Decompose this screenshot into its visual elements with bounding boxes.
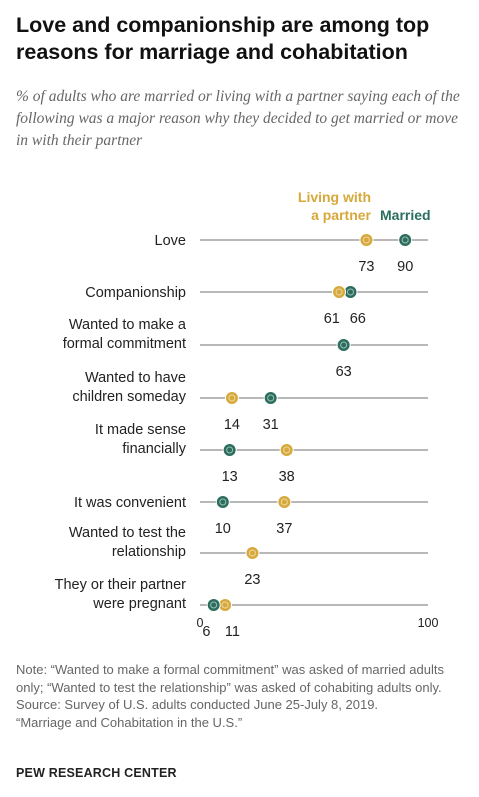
note-text: Note: “Wanted to make a formal commitmen… bbox=[16, 662, 444, 695]
living-dot bbox=[224, 391, 239, 405]
living-value-label: 14 bbox=[224, 417, 240, 433]
living-value-label: 38 bbox=[279, 469, 295, 485]
chart-notes: Note: “Wanted to make a formal commitmen… bbox=[16, 661, 471, 731]
married-value-label: 10 bbox=[215, 521, 231, 537]
category-label: It was convenient bbox=[74, 495, 186, 511]
category-label: They or their partner bbox=[55, 577, 187, 593]
married-dot bbox=[215, 495, 230, 509]
legend-living-label: a partner bbox=[311, 207, 371, 223]
living-value-label: 73 bbox=[358, 259, 374, 275]
living-dot bbox=[277, 495, 292, 509]
category-label: were pregnant bbox=[92, 596, 186, 612]
x-tick-label: 100 bbox=[418, 616, 439, 630]
married-dot bbox=[222, 443, 237, 457]
x-tick-label: 0 bbox=[197, 616, 204, 630]
category-label: Companionship bbox=[85, 285, 186, 301]
married-value-label: 13 bbox=[222, 469, 238, 485]
legend-living-label: Living with bbox=[298, 189, 371, 205]
living-value-label: 23 bbox=[244, 572, 260, 588]
married-value-label: 66 bbox=[350, 311, 366, 327]
category-label: It made sense bbox=[95, 422, 186, 438]
married-value-label: 31 bbox=[263, 417, 279, 433]
brand-label: PEW RESEARCH CENTER bbox=[16, 766, 177, 780]
category-label: financially bbox=[122, 441, 186, 457]
dot-plot-chart: Living with a partner Married Love 73 90 Compa… bbox=[55, 189, 439, 640]
married-dot bbox=[398, 233, 413, 247]
living-value-label: 61 bbox=[324, 311, 340, 327]
married-value-label: 90 bbox=[397, 259, 413, 275]
report-text: “Marriage and Cohabitation in the U.S.” bbox=[16, 714, 243, 730]
legend-married-label: Married bbox=[380, 207, 431, 223]
category-label: relationship bbox=[112, 544, 186, 560]
living-dot bbox=[359, 233, 374, 247]
category-label: formal commitment bbox=[63, 336, 186, 352]
living-value-label: 11 bbox=[225, 624, 240, 640]
living-dot bbox=[279, 443, 294, 457]
living-value-label: 37 bbox=[276, 521, 292, 537]
married-dot bbox=[263, 391, 278, 405]
source-text: Source: Survey of U.S. adults conducted … bbox=[16, 697, 379, 712]
married-value-label: 63 bbox=[336, 364, 352, 380]
category-label: Wanted to have bbox=[85, 370, 186, 386]
chart-subtitle: % of adults who are married or living wi… bbox=[16, 88, 460, 149]
living-dot bbox=[245, 546, 260, 560]
chart-title: Love and companionship are among top rea… bbox=[16, 13, 430, 64]
category-label: Wanted to make a bbox=[69, 317, 187, 333]
married-dot bbox=[206, 598, 221, 612]
living-dot bbox=[332, 285, 347, 299]
married-value-label: 6 bbox=[202, 624, 210, 640]
category-label: children someday bbox=[72, 389, 186, 405]
category-label: Love bbox=[155, 233, 186, 249]
married-dot bbox=[336, 338, 351, 352]
category-label: Wanted to test the bbox=[69, 525, 186, 541]
